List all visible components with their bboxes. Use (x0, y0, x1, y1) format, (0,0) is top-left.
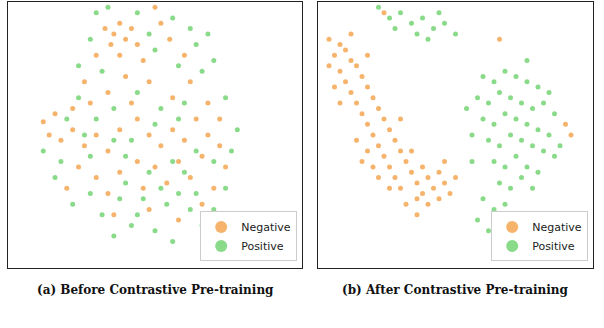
svg-text:Positive: Positive (532, 240, 575, 253)
svg-text:(b) After Contrastive Pre-trai: (b) After Contrastive Pre-training (342, 283, 569, 297)
svg-text:Negative: Negative (241, 221, 291, 234)
svg-text:(a) Before Contrastive Pre-tra: (a) Before Contrastive Pre-training (37, 283, 274, 297)
svg-text:Positive: Positive (241, 240, 284, 253)
svg-text:Negative: Negative (532, 221, 582, 234)
